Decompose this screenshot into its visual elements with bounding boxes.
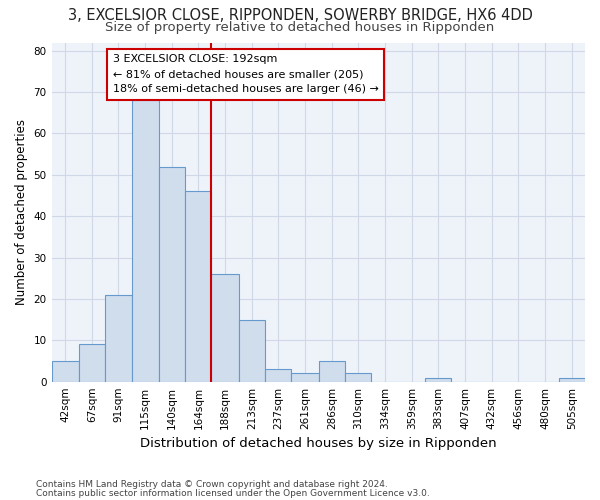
- Text: Size of property relative to detached houses in Ripponden: Size of property relative to detached ho…: [106, 21, 494, 34]
- Bar: [319, 361, 345, 382]
- Bar: [159, 166, 185, 382]
- Bar: [79, 344, 105, 382]
- Bar: [105, 295, 131, 382]
- Bar: [52, 361, 79, 382]
- Bar: [265, 370, 292, 382]
- Bar: [559, 378, 585, 382]
- Bar: [345, 374, 371, 382]
- Text: 3 EXCELSIOR CLOSE: 192sqm
← 81% of detached houses are smaller (205)
18% of semi: 3 EXCELSIOR CLOSE: 192sqm ← 81% of detac…: [113, 54, 379, 94]
- Bar: [211, 274, 239, 382]
- Text: Contains HM Land Registry data © Crown copyright and database right 2024.: Contains HM Land Registry data © Crown c…: [36, 480, 388, 489]
- Bar: [239, 320, 265, 382]
- Bar: [292, 374, 319, 382]
- Y-axis label: Number of detached properties: Number of detached properties: [15, 119, 28, 305]
- Text: Contains public sector information licensed under the Open Government Licence v3: Contains public sector information licen…: [36, 488, 430, 498]
- Bar: [425, 378, 451, 382]
- Bar: [131, 100, 159, 382]
- Bar: [185, 192, 211, 382]
- Text: 3, EXCELSIOR CLOSE, RIPPONDEN, SOWERBY BRIDGE, HX6 4DD: 3, EXCELSIOR CLOSE, RIPPONDEN, SOWERBY B…: [68, 8, 532, 22]
- X-axis label: Distribution of detached houses by size in Ripponden: Distribution of detached houses by size …: [140, 437, 497, 450]
